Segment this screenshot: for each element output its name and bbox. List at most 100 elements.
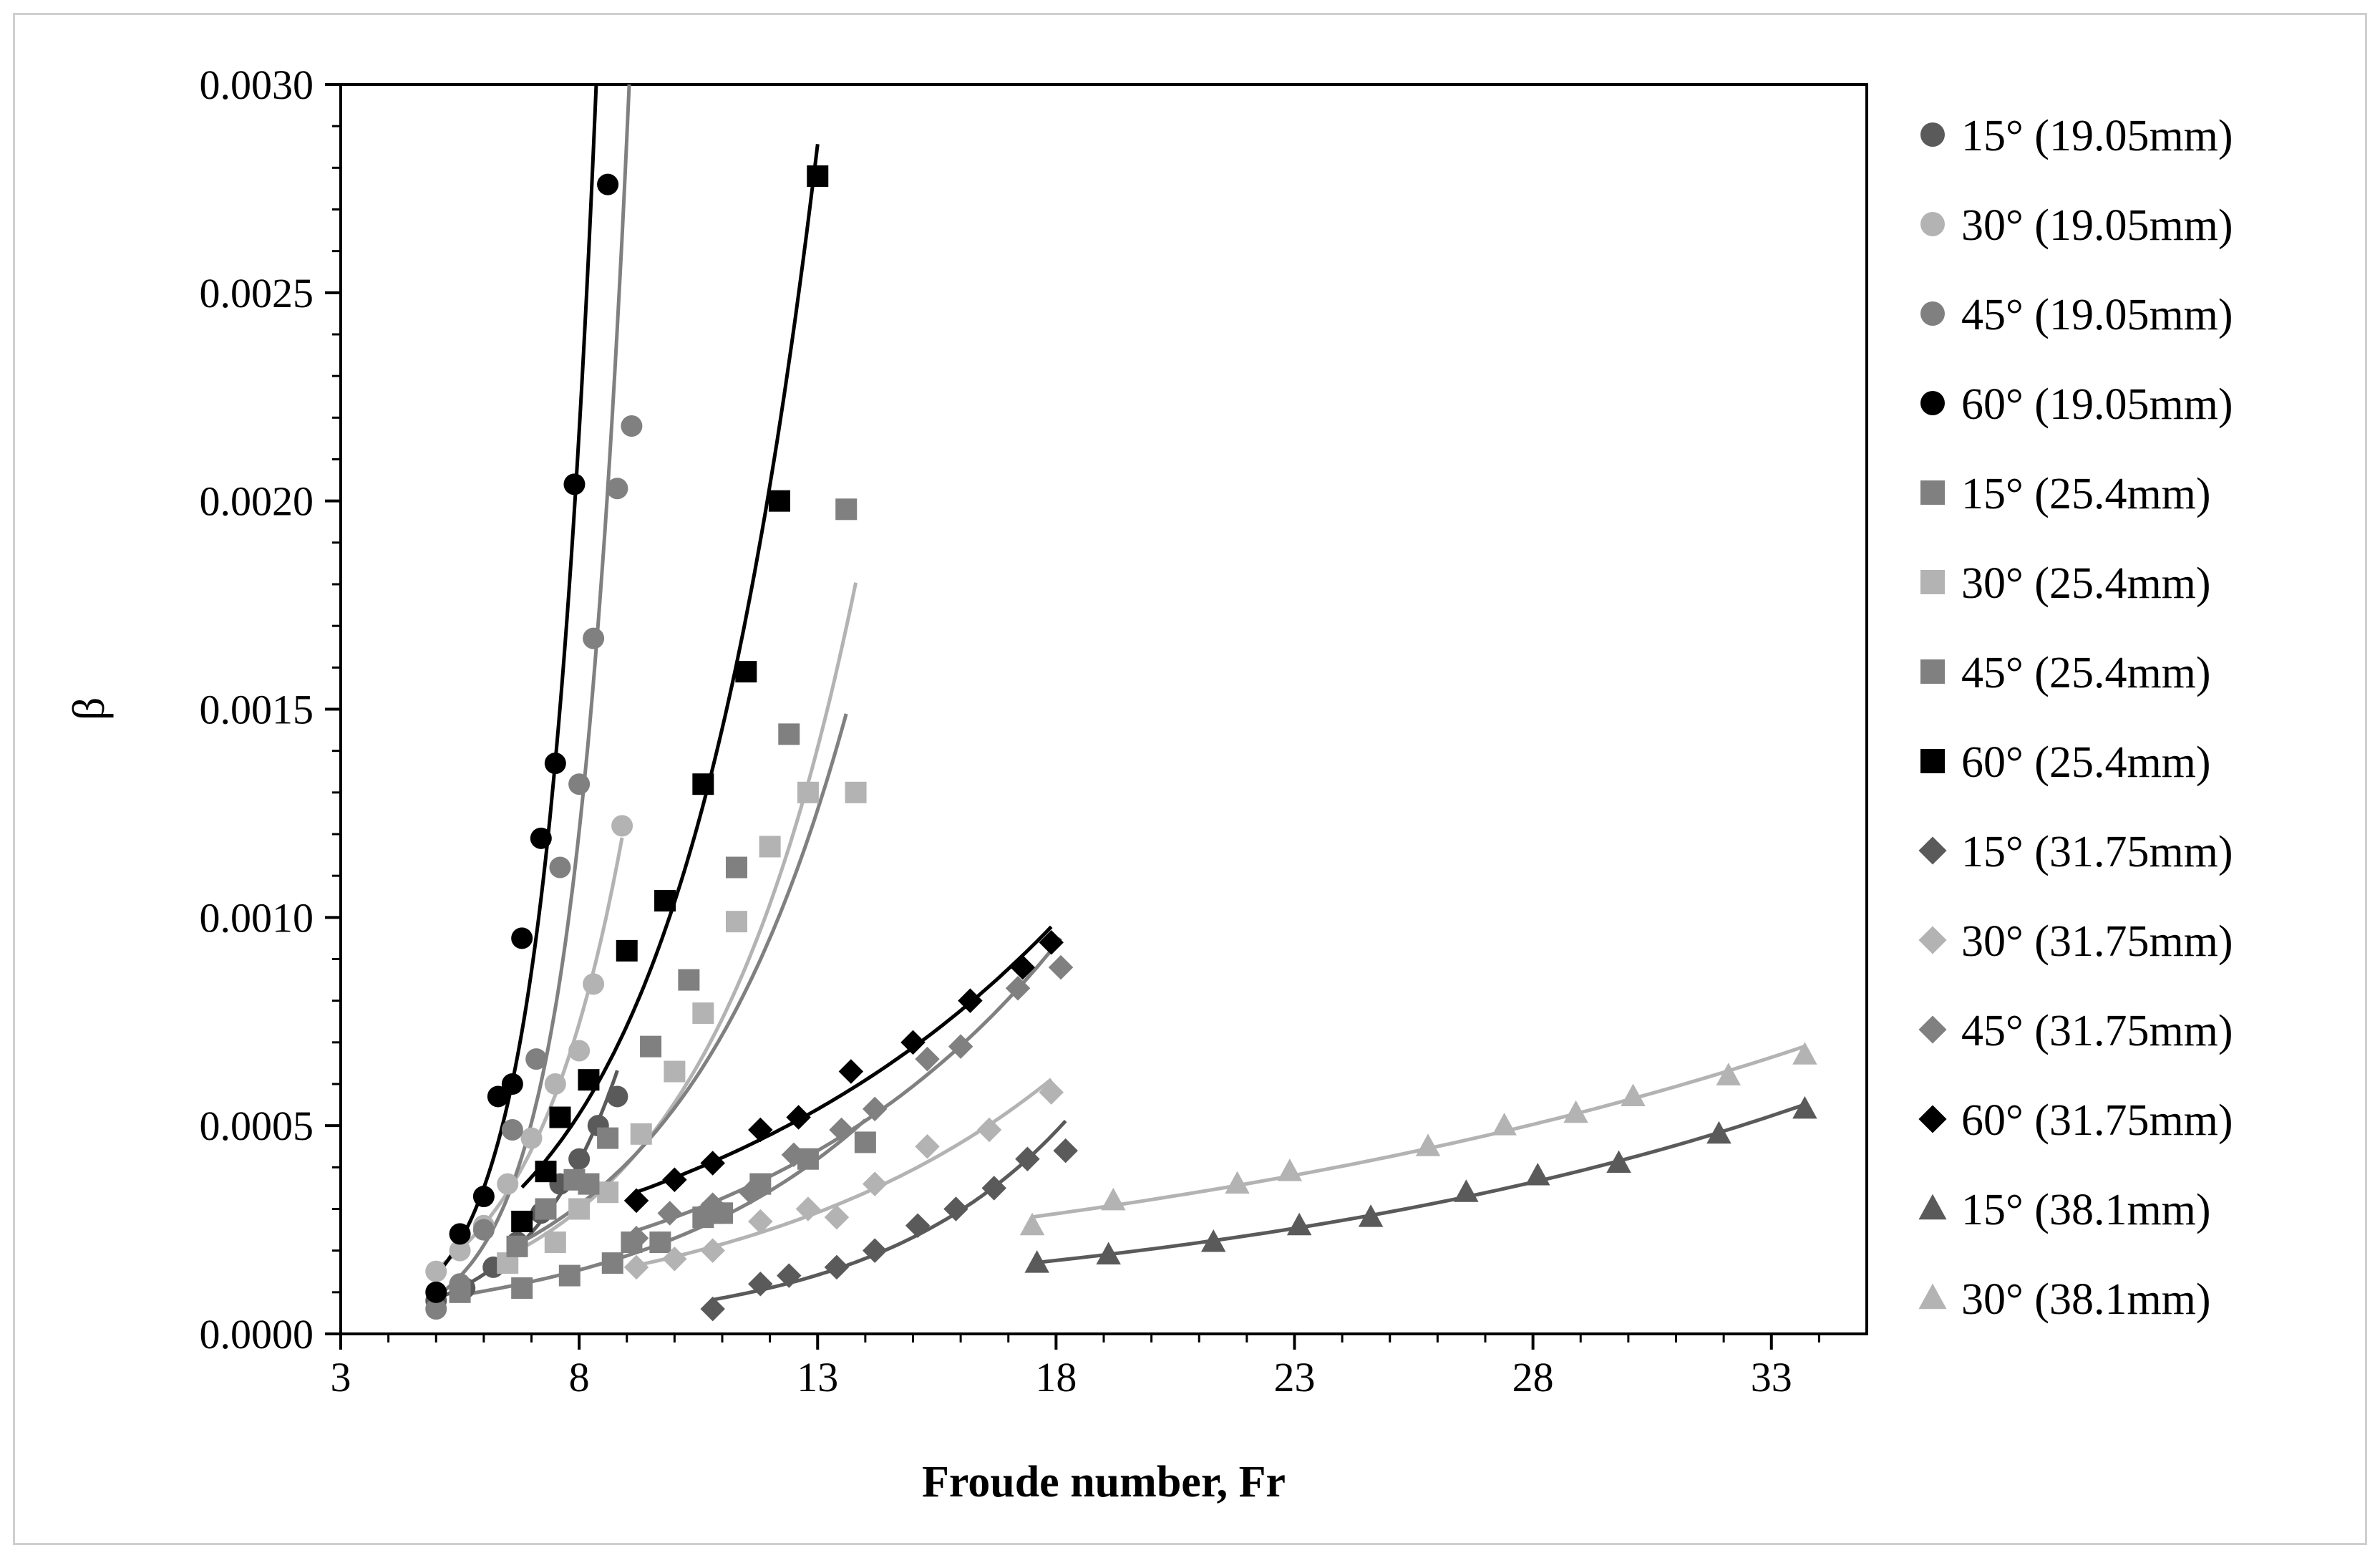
data-point	[768, 490, 790, 512]
data-point	[664, 1060, 686, 1083]
data-point	[1039, 929, 1064, 955]
data-point	[520, 1127, 543, 1149]
legend-label: 30° (25.4mm)	[1961, 559, 2211, 608]
data-point	[777, 1263, 802, 1288]
data-point	[678, 969, 700, 991]
data-point	[623, 1254, 649, 1280]
data-point	[563, 473, 586, 495]
legend: 15° (19.05mm) 30° (19.05mm) 45° (19.05mm) 6…	[1918, 112, 2233, 1324]
data-point	[535, 1198, 557, 1220]
trendline	[636, 1078, 1053, 1267]
data-point	[738, 1179, 764, 1205]
data-point	[623, 1188, 649, 1214]
data-point	[568, 1148, 591, 1170]
y-tick-label: 0.0005	[200, 1103, 314, 1149]
y-tick-label: 0.0010	[200, 894, 314, 941]
y-tick-label: 0.0020	[200, 478, 314, 525]
data-point	[1015, 1146, 1040, 1171]
data-point	[1792, 1042, 1817, 1065]
data-point	[535, 1161, 557, 1183]
data-point	[568, 773, 591, 795]
legend-label: 15° (38.1mm)	[1961, 1186, 2211, 1234]
legend-marker	[1920, 301, 1945, 326]
data-point	[597, 1181, 619, 1204]
data-point	[845, 781, 867, 803]
data-point	[692, 773, 714, 795]
legend-label: 15° (31.75mm)	[1961, 828, 2233, 876]
plot-area	[339, 83, 1868, 1335]
data-point	[700, 1296, 725, 1322]
data-point	[1716, 1063, 1742, 1085]
data-point	[1048, 954, 1074, 980]
data-point	[511, 1277, 533, 1300]
legend-label: 60° (25.4mm)	[1961, 738, 2211, 787]
data-point	[1225, 1171, 1250, 1194]
data-point	[759, 836, 781, 858]
data-point	[692, 1002, 714, 1025]
data-point	[568, 1040, 591, 1062]
x-tick-label: 33	[1751, 1354, 1792, 1400]
data-point	[578, 1173, 600, 1195]
data-point	[1792, 1095, 1817, 1119]
data-point	[425, 1281, 447, 1303]
y-tick-label: 0.0015	[200, 687, 314, 733]
legend-label: 45° (19.05mm)	[1961, 291, 2233, 339]
data-point	[525, 1048, 548, 1070]
data-point	[487, 1085, 509, 1108]
data-point	[597, 1127, 619, 1149]
data-point	[649, 1232, 671, 1254]
legend-marker	[1918, 1194, 1947, 1220]
data-point	[558, 1264, 581, 1287]
data-point	[449, 1223, 471, 1245]
data-point	[583, 627, 605, 649]
x-tick-label: 23	[1274, 1354, 1316, 1400]
data-point	[1277, 1158, 1303, 1181]
data-point	[472, 1219, 495, 1241]
data-point	[549, 856, 571, 879]
data-point	[544, 1073, 566, 1095]
trendline	[1031, 1045, 1806, 1219]
data-point	[735, 661, 757, 683]
legend-label: 15° (25.4mm)	[1961, 470, 2211, 518]
data-point	[824, 1204, 850, 1230]
data-point	[606, 1085, 628, 1108]
data-point	[900, 1030, 926, 1055]
data-point	[948, 1034, 973, 1059]
data-point	[778, 723, 800, 745]
trendlines	[434, 84, 1806, 1302]
legend-label: 45° (25.4mm)	[1961, 649, 2211, 697]
data-point	[854, 1131, 876, 1153]
legend-marker	[1918, 836, 1947, 865]
data-point	[501, 1073, 523, 1095]
data-point	[568, 1198, 591, 1220]
legend-marker	[1920, 212, 1945, 236]
data-point	[630, 1123, 652, 1145]
data-point	[497, 1173, 519, 1195]
legend-marker	[1920, 391, 1945, 415]
legend-label: 60° (19.05mm)	[1961, 380, 2233, 429]
data-point	[1492, 1113, 1517, 1136]
data-point	[578, 1069, 600, 1091]
data-point	[1019, 1212, 1045, 1236]
data-point	[1096, 1242, 1121, 1264]
data-point	[725, 856, 747, 879]
data-point	[425, 1260, 447, 1282]
data-point	[862, 1171, 888, 1196]
data-point	[425, 1298, 447, 1320]
data-point	[449, 1239, 471, 1262]
data-point	[662, 1167, 687, 1193]
data-point	[981, 1176, 1007, 1201]
data-point	[824, 1254, 850, 1280]
data-point	[597, 173, 619, 195]
legend-label: 60° (31.75mm)	[1961, 1096, 2233, 1145]
x-tick-label: 8	[569, 1354, 590, 1400]
data-point	[449, 1281, 471, 1303]
data-point	[621, 415, 643, 437]
data-point	[1053, 1138, 1078, 1163]
data-point	[1563, 1100, 1588, 1123]
data-point	[511, 927, 533, 949]
data-point	[862, 1096, 888, 1122]
data-point	[700, 1151, 725, 1176]
data-point	[1454, 1179, 1479, 1202]
